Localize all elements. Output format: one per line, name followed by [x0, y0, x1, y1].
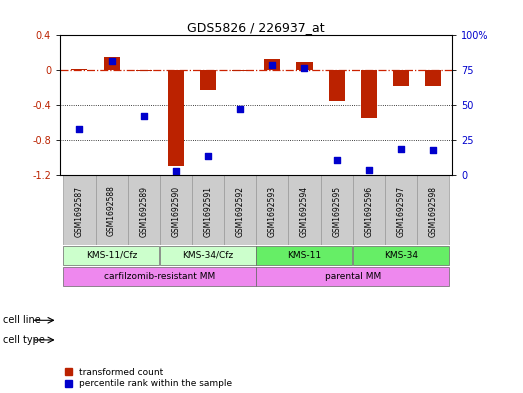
Bar: [264, 59, 280, 70]
Point: [172, 168, 180, 174]
Text: GSM1692587: GSM1692587: [75, 185, 84, 237]
Bar: [361, 70, 377, 118]
Point: [75, 126, 84, 132]
Text: GSM1692596: GSM1692596: [365, 185, 373, 237]
Bar: [297, 62, 313, 70]
Point: [107, 57, 116, 64]
Bar: [63, 246, 159, 265]
Bar: [288, 175, 321, 245]
Text: KMS-34: KMS-34: [384, 251, 418, 260]
Bar: [393, 70, 409, 86]
Text: cell type: cell type: [3, 335, 44, 345]
Bar: [328, 70, 345, 101]
Text: KMS-11: KMS-11: [288, 251, 322, 260]
Point: [429, 147, 437, 153]
Bar: [160, 246, 256, 265]
Bar: [353, 175, 385, 245]
Text: GSM1692598: GSM1692598: [429, 185, 438, 237]
Bar: [128, 175, 160, 245]
Text: GSM1692589: GSM1692589: [139, 185, 148, 237]
Point: [397, 145, 405, 152]
Bar: [385, 175, 417, 245]
Bar: [135, 70, 152, 71]
Point: [236, 106, 244, 112]
Text: GSM1692597: GSM1692597: [396, 185, 405, 237]
Bar: [353, 246, 449, 265]
Text: GSM1692594: GSM1692594: [300, 185, 309, 237]
Bar: [232, 70, 248, 71]
Point: [300, 64, 309, 71]
Text: KMS-34/Cfz: KMS-34/Cfz: [183, 251, 234, 260]
Text: parental MM: parental MM: [325, 272, 381, 281]
Bar: [72, 68, 87, 70]
Text: GSM1692595: GSM1692595: [332, 185, 341, 237]
Text: KMS-11/Cfz: KMS-11/Cfz: [86, 251, 137, 260]
Bar: [168, 70, 184, 166]
Bar: [321, 175, 353, 245]
Text: cell line: cell line: [3, 315, 40, 325]
Text: GSM1692588: GSM1692588: [107, 185, 116, 237]
Text: GSM1692590: GSM1692590: [172, 185, 180, 237]
Text: GSM1692593: GSM1692593: [268, 185, 277, 237]
Bar: [256, 175, 288, 245]
Bar: [200, 70, 216, 90]
Bar: [63, 267, 256, 286]
Bar: [160, 175, 192, 245]
Point: [268, 62, 277, 68]
Bar: [96, 175, 128, 245]
Text: carfilzomib-resistant MM: carfilzomib-resistant MM: [104, 272, 215, 281]
Point: [333, 156, 341, 163]
Point: [204, 152, 212, 159]
Bar: [104, 57, 120, 70]
Bar: [256, 267, 449, 286]
Point: [365, 166, 373, 173]
Title: GDS5826 / 226937_at: GDS5826 / 226937_at: [187, 21, 325, 34]
Text: GSM1692591: GSM1692591: [203, 185, 212, 237]
Text: GSM1692592: GSM1692592: [236, 185, 245, 237]
Legend: transformed count, percentile rank within the sample: transformed count, percentile rank withi…: [65, 368, 232, 389]
Bar: [417, 175, 449, 245]
Bar: [224, 175, 256, 245]
Bar: [256, 246, 352, 265]
Bar: [192, 175, 224, 245]
Bar: [63, 175, 96, 245]
Point: [140, 113, 148, 119]
Bar: [425, 70, 441, 86]
